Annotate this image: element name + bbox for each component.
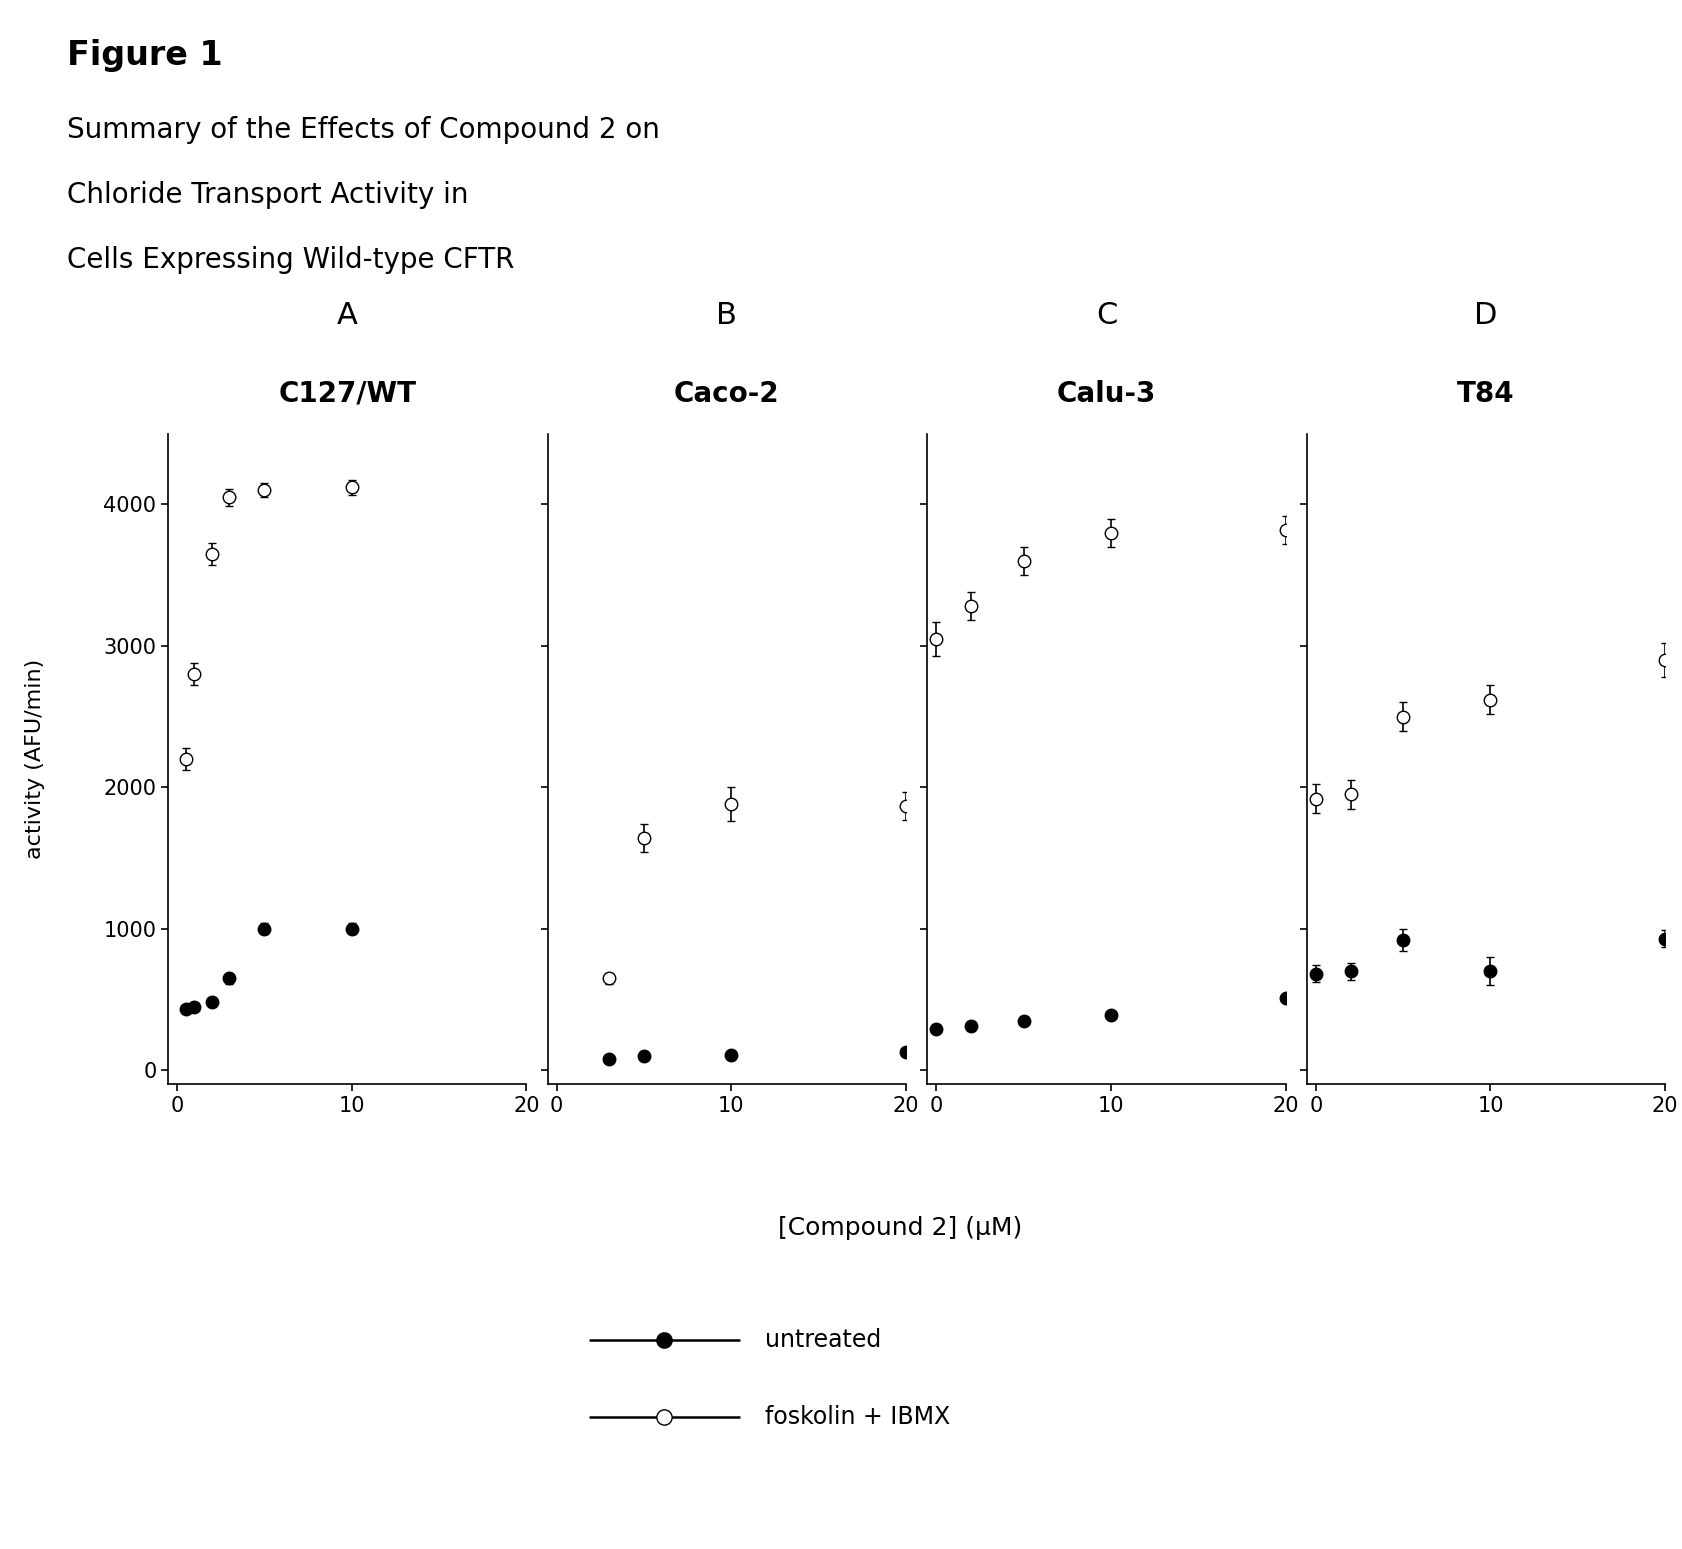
Text: activity (AFU/min): activity (AFU/min)	[25, 658, 45, 860]
Text: D: D	[1475, 301, 1497, 330]
Text: [Compound 2] (μM): [Compound 2] (μM)	[777, 1216, 1023, 1239]
Text: Chloride Transport Activity in: Chloride Transport Activity in	[67, 181, 469, 209]
Text: Cells Expressing Wild-type CFTR: Cells Expressing Wild-type CFTR	[67, 246, 515, 274]
Text: untreated: untreated	[765, 1327, 881, 1352]
Text: foskolin + IBMX: foskolin + IBMX	[765, 1405, 950, 1430]
Text: Figure 1: Figure 1	[67, 39, 224, 71]
Text: Caco-2: Caco-2	[674, 380, 780, 407]
Text: Summary of the Effects of Compound 2 on: Summary of the Effects of Compound 2 on	[67, 116, 659, 144]
Text: C: C	[1095, 301, 1117, 330]
Text: T84: T84	[1457, 380, 1515, 407]
Text: C127/WT: C127/WT	[278, 380, 415, 407]
Text: B: B	[717, 301, 737, 330]
Text: Calu-3: Calu-3	[1056, 380, 1156, 407]
Text: A: A	[336, 301, 358, 330]
